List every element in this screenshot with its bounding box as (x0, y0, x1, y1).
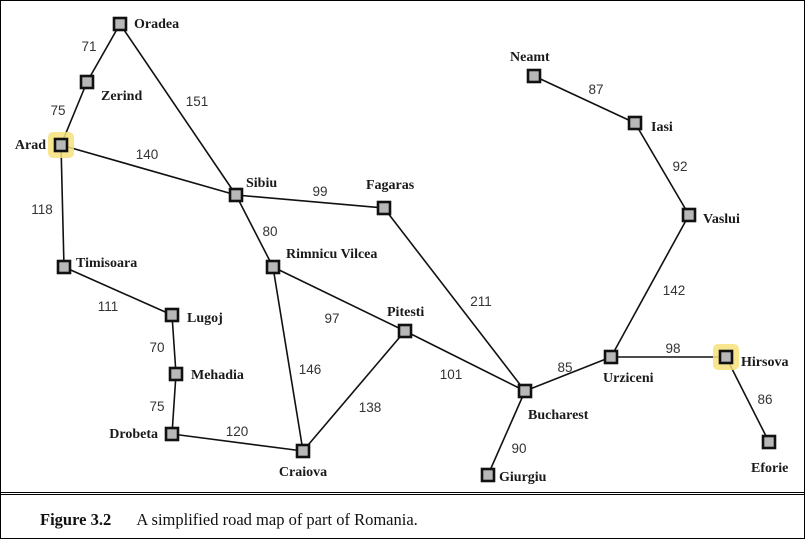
city-label-eforie: Eforie (751, 461, 788, 476)
distance-label-lugoj-mehadia: 70 (149, 340, 164, 355)
road-arad-timisoara (60, 144, 65, 268)
city-nodes-layer (53, 16, 777, 483)
road-oradea-sibiu (119, 23, 237, 196)
city-label-bucharest: Bucharest (528, 408, 589, 423)
distance-label-arad-timisoara: 118 (31, 202, 53, 217)
distance-label-oradea-zerind: 71 (81, 39, 96, 54)
road-hirsova-eforie (725, 356, 770, 443)
city-label-giurgiu: Giurgiu (499, 470, 547, 485)
city-node-oradea (112, 16, 128, 32)
road-bucharest-giurgiu (487, 390, 526, 476)
city-label-zerind: Zerind (101, 89, 142, 104)
distance-label-rimnicu-pitesti: 97 (324, 311, 339, 326)
city-node-arad (53, 137, 69, 153)
city-label-hirsova: Hirsova (741, 355, 788, 370)
figure-label: Figure 3.2 (40, 510, 112, 529)
city-label-lugoj: Lugoj (187, 311, 223, 326)
city-label-timisoara: Timisoara (76, 256, 137, 271)
city-node-craiova (295, 443, 311, 459)
distance-label-mehadia-drobeta: 75 (149, 399, 164, 414)
road-mehadia-drobeta (171, 373, 177, 435)
road-sibiu-fagaras (235, 194, 385, 209)
city-node-drobeta (164, 426, 180, 442)
city-label-mehadia: Mehadia (191, 368, 244, 383)
city-node-fagaras (376, 200, 392, 216)
road-urziceni-vaslui (610, 214, 690, 358)
city-node-vaslui (681, 207, 697, 223)
distance-label-craiova-pitesti: 138 (359, 400, 382, 415)
road-rimnicu-pitesti (272, 266, 406, 332)
romania-road-map: 71 75 151 140 118 111 70 75 120 99 80 97 146 138 101 21… (15, 16, 789, 485)
city-node-sibiu (228, 187, 244, 203)
road-lugoj-mehadia (171, 314, 177, 375)
road-oradea-zerind (86, 23, 121, 83)
distance-label-urziceni-vaslui: 142 (663, 283, 686, 298)
distance-label-rimnicu-craiova: 146 (299, 362, 322, 377)
city-node-neamt (526, 68, 542, 84)
road-iasi-neamt (533, 75, 636, 124)
highlight-layer (48, 132, 739, 370)
city-node-mehadia (168, 366, 184, 382)
city-label-sibiu: Sibiu (246, 176, 277, 191)
road-timisoara-lugoj (63, 266, 173, 316)
distance-label-hirsova-eforie: 86 (757, 392, 772, 407)
distance-label-bucharest-urziceni: 85 (557, 360, 572, 375)
road-rimnicu-craiova (272, 266, 304, 452)
caption-divider (0, 492, 805, 495)
city-label-neamt: Neamt (510, 50, 550, 65)
city-label-oradea: Oradea (134, 17, 179, 32)
city-label-fagaras: Fagaras (366, 178, 415, 193)
distance-labels-layer: 71 75 151 140 118 111 70 75 120 99 80 97 146 138 101 21… (31, 39, 772, 456)
distance-label-arad-sibiu: 140 (136, 147, 159, 162)
distance-label-pitesti-bucharest: 101 (440, 367, 463, 382)
distance-label-iasi-neamt: 87 (588, 82, 603, 97)
road-craiova-pitesti (302, 330, 406, 452)
road-sibiu-rimnicu (235, 194, 274, 268)
city-node-timisoara (56, 259, 72, 275)
distance-label-drobeta-craiova: 120 (226, 424, 249, 439)
distance-label-vaslui-iasi: 92 (672, 159, 687, 174)
figure-caption: Figure 3.2 A simplified road map of part… (40, 510, 418, 530)
road-pitesti-bucharest (404, 330, 526, 392)
city-node-urziceni (603, 349, 619, 365)
city-label-drobeta: Drobeta (109, 427, 158, 442)
distance-label-urziceni-hirsova: 98 (665, 341, 680, 356)
roads-layer (60, 23, 770, 476)
distance-label-bucharest-giurgiu: 90 (511, 441, 526, 456)
road-arad-sibiu (60, 144, 237, 196)
distance-label-sibiu-rimnicu: 80 (262, 224, 277, 239)
road-drobeta-craiova (171, 433, 304, 452)
city-label-pitesti: Pitesti (387, 305, 424, 320)
city-node-hirsova (718, 349, 734, 365)
city-labels-layer: Oradea Zerind Arad Timisoara Lugoj Mehadia Dro… (15, 17, 789, 485)
city-node-bucharest (517, 383, 533, 399)
city-label-vaslui: Vaslui (703, 212, 740, 227)
road-bucharest-urziceni (524, 356, 612, 392)
city-node-zerind (79, 74, 95, 90)
city-label-craiova: Craiova (279, 465, 327, 480)
city-node-lugoj (164, 307, 180, 323)
city-label-urziceni: Urziceni (603, 371, 654, 386)
distance-label-oradea-sibiu: 151 (186, 94, 209, 109)
city-node-pitesti (397, 323, 413, 339)
road-vaslui-iasi (634, 122, 690, 216)
city-node-giurgiu (480, 467, 496, 483)
city-node-eforie (761, 434, 777, 450)
distance-label-zerind-arad: 75 (50, 103, 65, 118)
distance-label-fagaras-bucharest: 211 (470, 294, 492, 309)
city-label-iasi: Iasi (651, 120, 673, 135)
city-label-arad: Arad (15, 138, 46, 153)
distance-label-sibiu-fagaras: 99 (312, 184, 327, 199)
road-fagaras-bucharest (383, 207, 526, 392)
city-node-rimnicu (265, 259, 281, 275)
city-label-rimnicu: Rimnicu Vilcea (286, 247, 377, 262)
city-node-iasi (627, 115, 643, 131)
distance-label-timisoara-lugoj: 111 (98, 299, 119, 314)
caption-text: A simplified road map of part of Romania… (136, 510, 418, 529)
